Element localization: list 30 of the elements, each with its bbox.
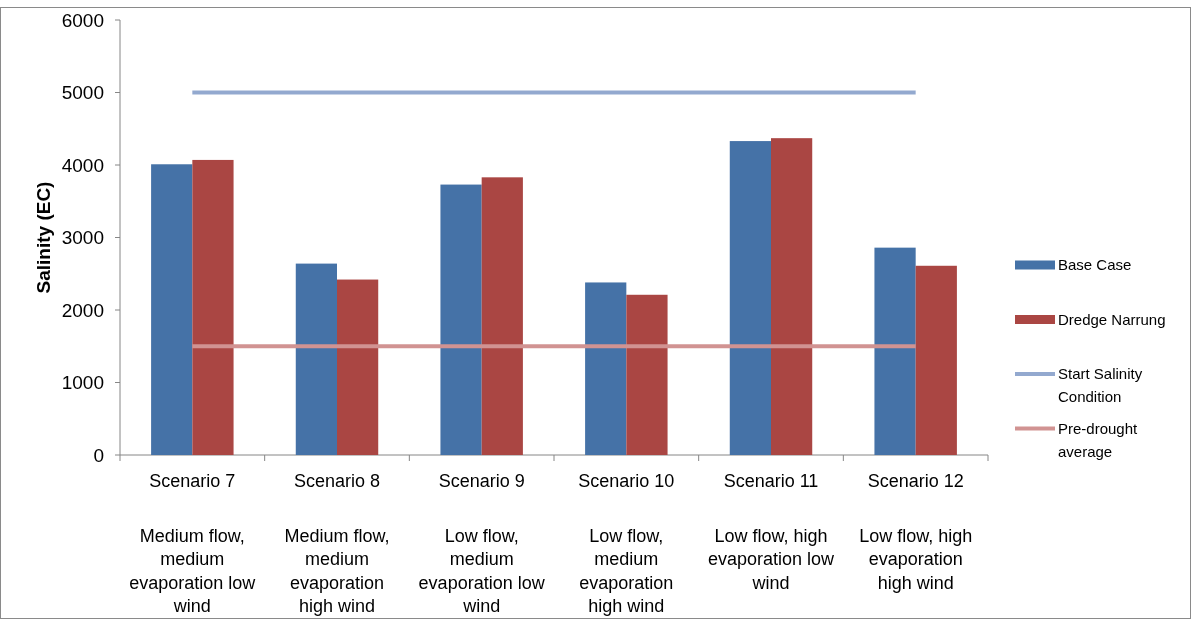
legend-label: Start Salinity Condition xyxy=(1058,365,1143,406)
bar xyxy=(915,265,957,455)
y-tick-label: 6000 xyxy=(61,9,104,31)
bar xyxy=(440,184,482,455)
y-axis-title: Salinity (EC) xyxy=(32,181,54,294)
y-tick-label: 1000 xyxy=(61,372,104,394)
category-label: Scenario 11 Low flow, high evaporation low wind xyxy=(707,471,835,593)
bar xyxy=(337,279,379,455)
category-label: Scenario 12 Low flow, high evaporation high wind xyxy=(859,471,973,593)
bar xyxy=(771,138,813,455)
y-tick-label: 5000 xyxy=(61,82,104,104)
bar xyxy=(481,177,523,455)
category-label: Scenario 9 Low flow, medium evaporation low wind xyxy=(418,471,545,616)
y-tick-label: 2000 xyxy=(61,299,104,321)
y-tick-label: 4000 xyxy=(61,154,104,176)
y-tick-label: 3000 xyxy=(61,227,104,249)
bar xyxy=(295,263,337,455)
category-label: Scenario 8 Medium flow, medium evaporation high wind xyxy=(284,471,390,616)
bar xyxy=(874,247,916,455)
bar xyxy=(151,164,193,455)
bar xyxy=(626,294,668,455)
legend-label: Base Case xyxy=(1058,256,1132,274)
bar xyxy=(585,282,627,455)
bar xyxy=(192,159,234,455)
legend-label: Pre-drought average xyxy=(1058,419,1139,460)
category-label: Scenario 10 Low flow, medium evaporation high wind xyxy=(578,471,675,616)
legend-label: Dredge Narrung xyxy=(1058,310,1166,328)
category-label: Scenario 7 Medium flow, medium evaporation low wind xyxy=(129,471,256,616)
bar xyxy=(729,141,771,455)
y-tick-label: 0 xyxy=(93,444,104,466)
